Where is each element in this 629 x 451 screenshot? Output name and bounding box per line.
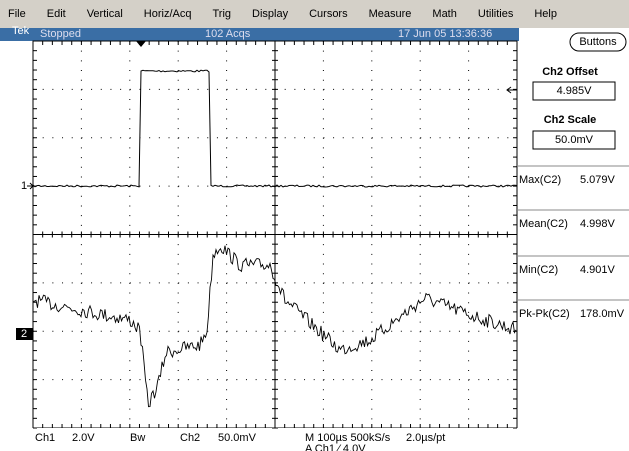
menu-item[interactable]: Cursors [309,8,348,20]
measurement-value: 4.901V [580,264,616,276]
status-bar [0,28,519,41]
menu-item[interactable]: Math [432,8,456,20]
scale-value: 50.0mV [555,134,594,146]
menu-item[interactable]: Help [534,8,557,20]
menu-item[interactable]: Display [252,8,289,20]
menu-bar [0,0,629,28]
offset-value[interactable]: 4.985V [557,85,593,97]
footer-trigger: A Ch1 ⁄ 4.0V [305,443,366,451]
status-datetime: 17 Jun 05 13:36:36 [398,28,492,40]
footer-timebase: M 100µs 500kS/s [305,432,391,444]
menu-item[interactable]: File [8,8,26,20]
footer-bar [0,428,629,451]
ch2-trace [32,245,517,408]
measurement-value: 5.079V [580,174,616,186]
menu-item[interactable]: Utilities [478,8,514,20]
measurement-name: Pk-Pk(C2) [519,308,570,320]
trigger-position [136,41,146,47]
footer-ch2-scale: 50.0mV [218,432,257,444]
ch1-trace [32,69,518,188]
measurement-name: Mean(C2) [519,218,568,230]
measurement-name: Max(C2) [519,174,561,186]
offset-box[interactable] [532,81,616,101]
ch1-marker-arrow [27,182,34,190]
measurement-name: Min(C2) [519,264,558,276]
menu-item[interactable]: Horiz/Acq [144,8,192,20]
footer-resolution: 2.0µs/pt [406,432,445,444]
measurement-value: 4.998V [580,218,616,230]
offset-label: Ch2 Offset [542,66,598,78]
buttons-button[interactable] [569,32,627,52]
ch1-marker: 1 [21,180,27,192]
menu-item[interactable]: Measure [369,8,412,20]
scale-label: Ch2 Scale [544,114,597,126]
menu-item[interactable]: Edit [47,8,66,20]
buttons-label[interactable]: Buttons [579,36,617,48]
ch2-marker-box [16,328,33,340]
menu-item[interactable]: Trig [212,8,231,20]
scale-box[interactable] [532,130,616,150]
status-state: Stopped [40,28,81,40]
footer-ch2: Ch2 [180,432,200,444]
measurement-value: 178.0mV [580,308,625,320]
footer-bw: Bw [130,432,145,444]
ch2-marker: 2 [21,328,27,340]
menu-item[interactable]: Vertical [87,8,123,20]
footer-ch1-scale: 2.0V [72,432,95,444]
trigger-level [506,86,517,94]
footer-ch1: Ch1 [35,432,55,444]
status-acqs: 102 Acqs [205,28,251,40]
status-brand: Tek [12,25,30,37]
